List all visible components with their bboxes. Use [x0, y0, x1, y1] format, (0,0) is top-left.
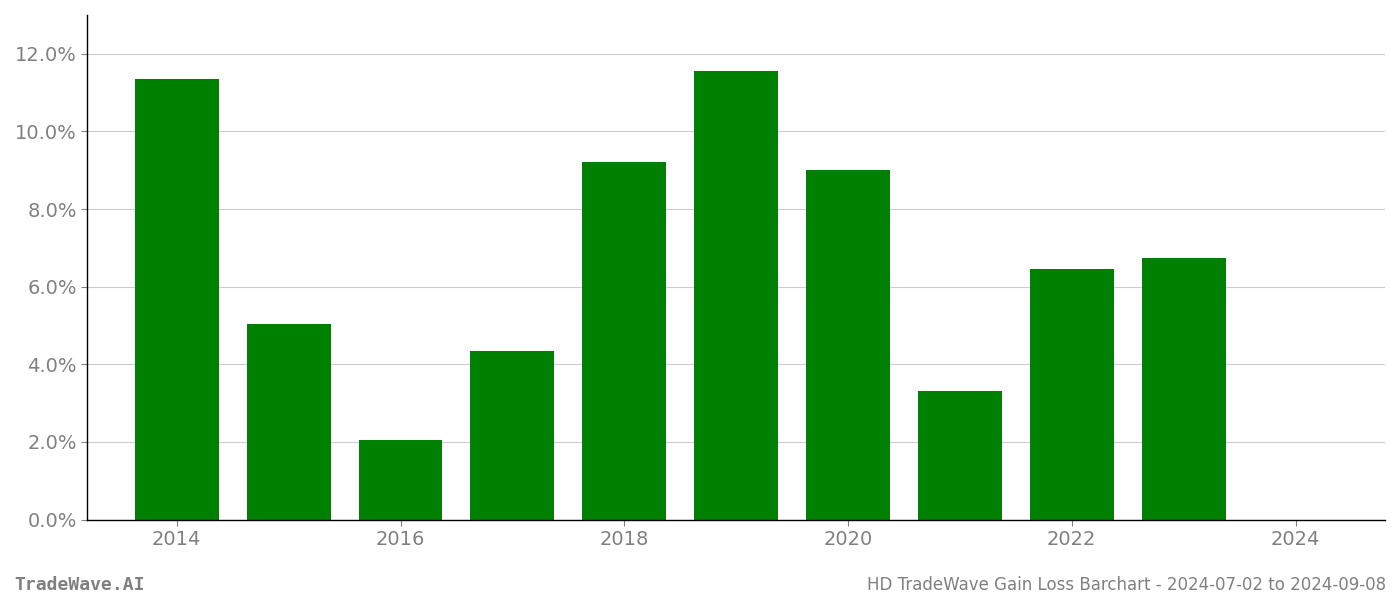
Text: HD TradeWave Gain Loss Barchart - 2024-07-02 to 2024-09-08: HD TradeWave Gain Loss Barchart - 2024-0…: [867, 576, 1386, 594]
Bar: [1141, 257, 1225, 520]
Bar: [1030, 269, 1114, 520]
Bar: [582, 163, 666, 520]
Text: TradeWave.AI: TradeWave.AI: [14, 576, 144, 594]
Bar: [694, 71, 778, 520]
Bar: [470, 351, 554, 520]
Bar: [358, 440, 442, 520]
Bar: [134, 79, 218, 520]
Bar: [918, 391, 1002, 520]
Bar: [246, 323, 330, 520]
Bar: [806, 170, 890, 520]
